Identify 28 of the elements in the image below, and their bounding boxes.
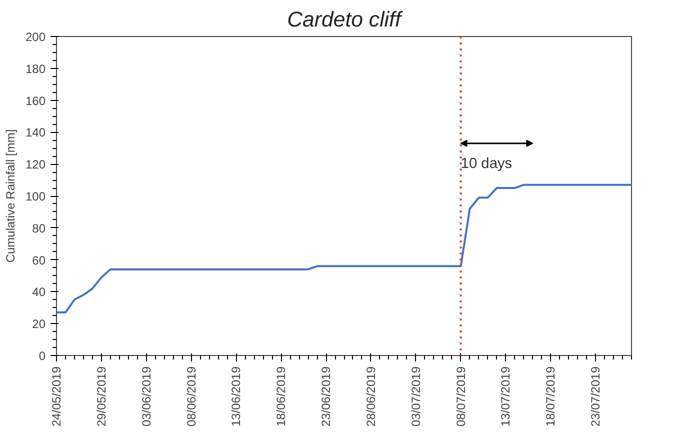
x-tick-label: 18/07/2019 [544,366,558,427]
x-tick-label: 18/06/2019 [274,366,288,427]
y-tick-label: 0 [38,349,46,363]
x-tick-label: 03/06/2019 [139,366,154,427]
line-series [56,184,632,314]
y-tick-label: 120 [25,158,46,172]
x-tick-label: 29/05/2019 [94,366,108,427]
x-tick-label: 13/07/2019 [498,366,513,427]
y-tick-label: 20 [32,317,46,332]
y-tick-label: 80 [32,221,46,236]
chart-title: Cardeto cliff [287,8,403,32]
x-tick-label: 08/06/2019 [184,366,198,427]
x-tick-label: 23/07/2019 [588,366,603,427]
x-tick-label: 24/05/2019 [50,366,64,427]
x-tick-label: 03/07/2019 [408,366,423,427]
y-axis-title: Cumulative Rainfall [mm] [3,129,18,263]
y-tick-label: 140 [25,126,46,140]
y-tick-label: 180 [25,62,46,76]
x-tick-label: 13/06/2019 [229,366,244,427]
x-tick-label: 08/07/2019 [454,366,468,427]
y-tick-label: 60 [32,253,46,268]
x-tick-label: 28/06/2019 [364,366,378,427]
y-tick-label: 100 [25,190,46,204]
x-tick-label: 23/06/2019 [319,366,334,427]
y-tick-label: 200 [25,30,46,44]
y-tick-label: 40 [32,285,46,300]
annotation: 10 days [460,156,512,172]
y-tick-label: 160 [25,94,46,108]
